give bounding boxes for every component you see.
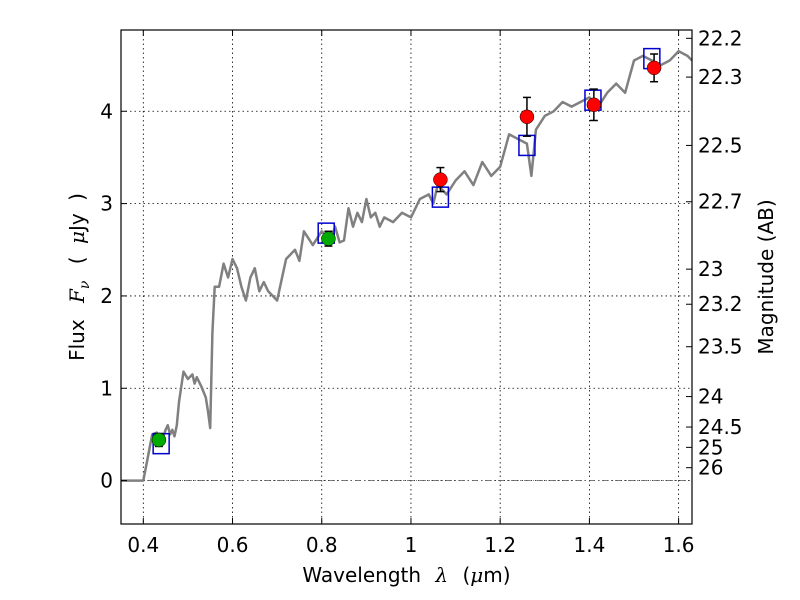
x-axis-label: Wavelength λ (μm) bbox=[302, 563, 510, 587]
y-label-close: ) bbox=[65, 193, 89, 201]
model-spectrum-line bbox=[121, 49, 693, 482]
y2-tick-label: 22.5 bbox=[698, 133, 743, 157]
y2-axis-label: Magnitude (AB) bbox=[754, 199, 778, 354]
plot-frame bbox=[120, 29, 693, 525]
y-tick-label: 1 bbox=[100, 376, 113, 400]
detection-point bbox=[519, 109, 535, 125]
x-tick-label: 1.6 bbox=[663, 533, 695, 557]
y-tick-label: 4 bbox=[100, 99, 113, 123]
grid bbox=[121, 30, 692, 524]
detection-point bbox=[586, 97, 602, 113]
y2-tick-label: 24 bbox=[698, 385, 723, 409]
marker-layer bbox=[151, 47, 662, 455]
x-label-word: Wavelength bbox=[302, 563, 421, 587]
y2-tick-label: 26 bbox=[698, 456, 723, 480]
green-photometry-point bbox=[151, 432, 167, 448]
y-tick-label: 3 bbox=[100, 192, 113, 216]
detection-point bbox=[646, 60, 662, 76]
x-tick-label: 0.6 bbox=[217, 533, 249, 557]
green-photometry-point bbox=[321, 231, 336, 246]
y2-tick-label: 24.5 bbox=[698, 415, 743, 439]
y2-tick-label: 23 bbox=[698, 257, 723, 281]
y-label-open: ( bbox=[65, 256, 89, 264]
y-label-unit: Jy bbox=[65, 213, 89, 233]
x-tick-label: 1 bbox=[405, 533, 418, 557]
x-tick-label: 1.4 bbox=[573, 533, 605, 557]
detection-point bbox=[433, 172, 448, 187]
spectrum-layer bbox=[121, 49, 693, 482]
y-tick-label: 2 bbox=[100, 284, 113, 308]
y2-tick-label: 25 bbox=[698, 435, 723, 459]
y-label-word: Flux bbox=[65, 319, 89, 361]
y2-tick-label: 23.2 bbox=[698, 292, 743, 316]
y2-tick-label: 22.3 bbox=[698, 65, 743, 89]
y-tick-label: 0 bbox=[100, 469, 113, 493]
y-axis-label: Flux Fν ( μJy ) bbox=[65, 193, 94, 361]
y2-tick-label: 22.7 bbox=[698, 190, 743, 214]
x-label-mu: μ bbox=[470, 563, 483, 587]
x-tick-label: 0.4 bbox=[127, 533, 159, 557]
x-label-open: ( bbox=[462, 563, 470, 587]
x-tick-label: 0.8 bbox=[306, 533, 338, 557]
x-label-symbol: λ bbox=[434, 563, 448, 587]
ticks bbox=[121, 30, 692, 524]
y-label-subscript: ν bbox=[77, 280, 93, 289]
y-label-symbol: F bbox=[65, 288, 89, 304]
y2-tick-label: 22.2 bbox=[698, 26, 743, 50]
x-tick-label: 1.2 bbox=[484, 533, 516, 557]
y2-tick-label: 23.5 bbox=[698, 335, 743, 359]
x-label-unit: m) bbox=[483, 563, 510, 587]
y-label-mu: μ bbox=[65, 231, 89, 244]
tick-labels: 0.4 0.6 0.8 1 1.2 1.4 1.60123422.222.322.522.7… bbox=[100, 26, 742, 557]
